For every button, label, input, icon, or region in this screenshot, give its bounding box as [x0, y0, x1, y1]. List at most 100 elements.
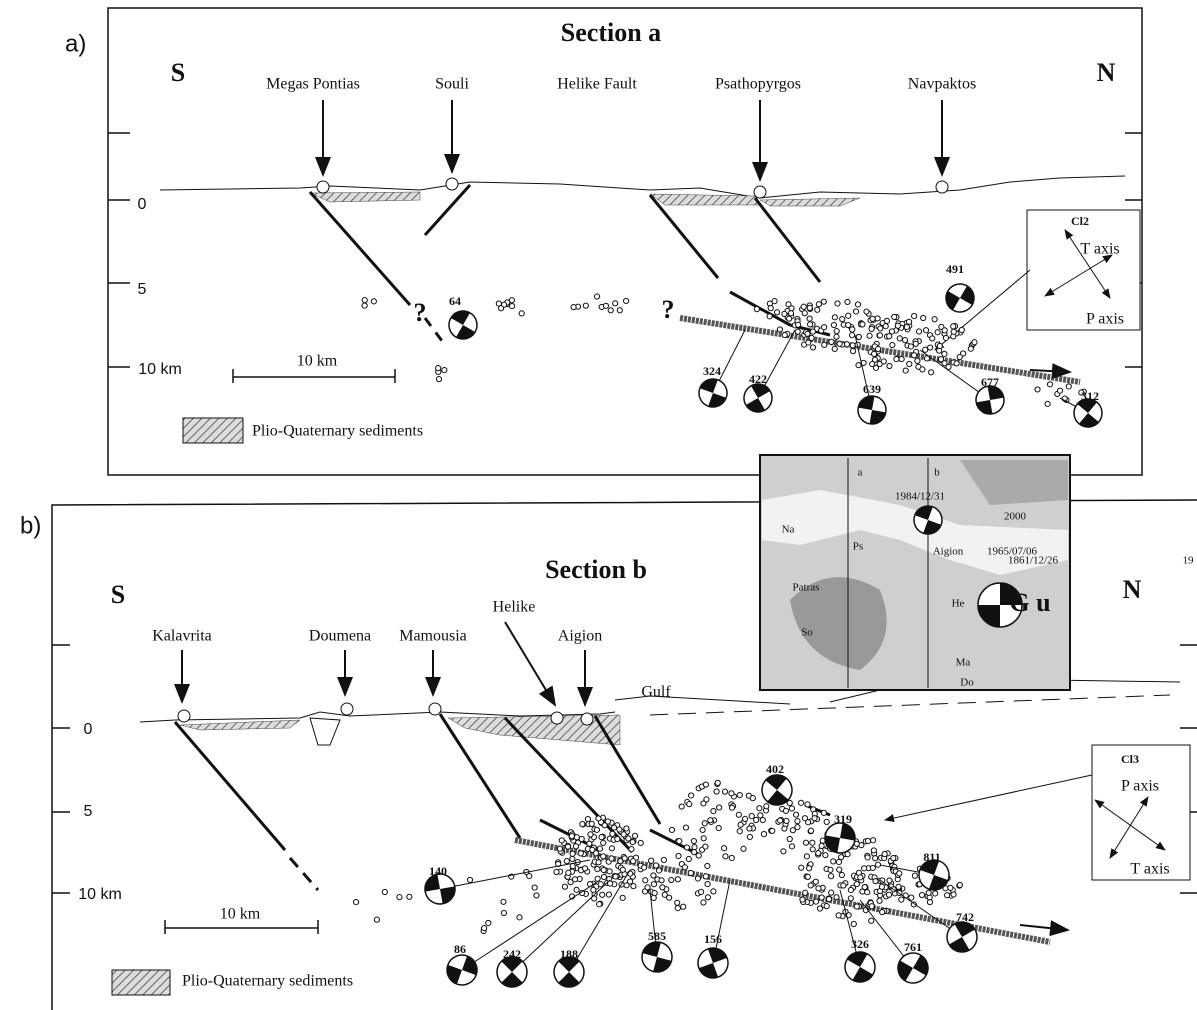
axis-label: P axis: [1121, 778, 1159, 795]
earthquake: [704, 862, 711, 870]
earthquake: [820, 298, 827, 305]
earthquake: [923, 355, 931, 362]
earthquake: [620, 831, 627, 838]
earthquake: [847, 895, 854, 902]
earthquake: [860, 865, 868, 872]
earthquake: [827, 873, 835, 880]
earthquake: [786, 835, 793, 843]
earthquake: [890, 855, 897, 862]
earthquake: [763, 803, 770, 810]
earthquake: [931, 316, 938, 323]
earthquake: [658, 877, 665, 884]
earthquake: [804, 330, 811, 337]
focal-compression: [858, 396, 886, 424]
earthquake: [753, 816, 760, 824]
map-label: 19: [1183, 555, 1195, 567]
earthquake: [798, 864, 805, 871]
link: [461, 879, 601, 971]
earthquake: [767, 305, 774, 312]
earthquake: [553, 868, 560, 876]
earthquake: [902, 367, 909, 374]
map-label: Ma: [956, 657, 971, 669]
earthquake: [556, 845, 564, 852]
focal-mechanism: [698, 378, 728, 408]
earthquake: [781, 825, 788, 832]
earthquake: [853, 880, 860, 888]
direction: N: [1097, 58, 1116, 87]
earthquake: [894, 322, 902, 329]
earthquake: [691, 844, 698, 851]
earthquake: [866, 332, 873, 339]
earthquake: [588, 820, 595, 828]
focal-mechanism: [743, 383, 773, 413]
earthquake: [674, 876, 682, 883]
earthquake: [803, 853, 810, 860]
earthquake: [600, 873, 608, 881]
focal-compression: [501, 957, 523, 987]
earthquake: [608, 855, 615, 862]
earthquake: [896, 335, 903, 342]
ticks: [52, 644, 1197, 934]
earthquake: [937, 356, 945, 363]
earthquake: [883, 317, 891, 324]
earthquake: [497, 305, 505, 312]
earthquake: [804, 801, 811, 808]
map-label: He: [952, 598, 965, 610]
earthquake: [822, 852, 829, 859]
drawing: [52, 132, 1197, 996]
earthquake: [721, 788, 729, 795]
earthquake: [600, 866, 607, 874]
earthquake: [640, 864, 648, 871]
earthquake: [594, 866, 601, 873]
earthquake: [600, 839, 607, 846]
earthquake: [879, 877, 886, 884]
focal-compression: [558, 957, 580, 987]
earthquake: [927, 344, 934, 351]
earthquake: [903, 323, 910, 331]
earthquake: [668, 826, 676, 834]
focal-mechanism: [496, 956, 528, 988]
earthquake: [607, 307, 614, 314]
surface: [159, 175, 1126, 199]
earthquake: [868, 325, 875, 332]
focal-compression: [1077, 399, 1099, 427]
event-id: 319: [834, 812, 852, 826]
map-label: Na: [782, 524, 795, 536]
earthquake: [648, 857, 655, 864]
earthquake: [804, 873, 811, 880]
earthquake: [788, 805, 796, 812]
scale-label: 10 km: [220, 906, 261, 923]
focal-compression: [978, 583, 1022, 627]
earthquake: [676, 837, 683, 845]
earthquake: [518, 310, 525, 317]
town: [316, 180, 330, 194]
earthquake: [806, 304, 813, 311]
focal-compression: [847, 952, 873, 982]
earthquake: [759, 816, 766, 824]
sediment: [759, 197, 861, 207]
earthquake: [642, 877, 649, 884]
earthquake: [820, 809, 827, 816]
focal-compression: [425, 874, 455, 904]
earthquake: [944, 892, 951, 899]
focal-mechanism: [977, 582, 1023, 628]
earthquake: [688, 792, 695, 799]
map-label: 1965/07/06: [987, 546, 1038, 558]
direction: S: [171, 58, 185, 87]
earthquake: [660, 856, 668, 864]
earthquake: [809, 839, 816, 846]
event-id: 422: [749, 372, 767, 386]
earthquake: [485, 919, 492, 927]
earthquake: [869, 864, 876, 872]
earthquake: [839, 315, 846, 323]
focal-mechanism: [844, 951, 876, 983]
earthquake: [895, 883, 902, 890]
place-label: Psathopyrgos: [715, 76, 801, 93]
section-title: Section b: [545, 555, 647, 584]
event-id: 491: [946, 262, 964, 276]
place-label: Aigion: [558, 628, 602, 645]
earthquake: [889, 341, 896, 349]
earthquake: [736, 791, 743, 799]
earthquake: [849, 326, 856, 333]
earthquake: [623, 825, 630, 832]
